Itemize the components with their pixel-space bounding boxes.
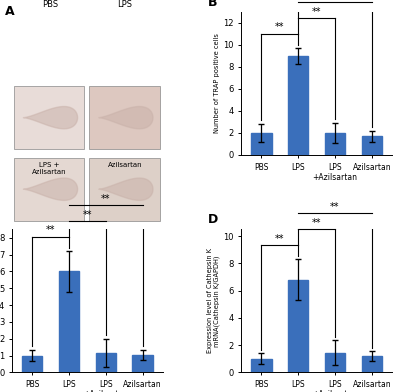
Text: **: **: [83, 210, 92, 220]
Y-axis label: Expression level of Cathepsin K
mRNA(Cathepsin K/GAPDH): Expression level of Cathepsin K mRNA(Cat…: [207, 249, 220, 353]
Text: PBS: PBS: [42, 0, 58, 9]
Text: **: **: [330, 0, 340, 1]
Bar: [325, 353, 345, 372]
Text: **: **: [312, 7, 321, 16]
Text: D: D: [208, 213, 218, 227]
Bar: [251, 359, 272, 372]
Polygon shape: [23, 178, 78, 200]
Bar: [96, 353, 116, 372]
Text: **: **: [46, 225, 55, 236]
FancyBboxPatch shape: [14, 158, 84, 221]
Text: **: **: [101, 194, 110, 204]
FancyBboxPatch shape: [14, 86, 84, 149]
Text: B: B: [208, 0, 218, 9]
Bar: [59, 271, 79, 372]
Text: LPS +
Azilsartan: LPS + Azilsartan: [32, 162, 67, 175]
Text: **: **: [275, 22, 284, 33]
FancyBboxPatch shape: [89, 86, 160, 149]
Bar: [325, 133, 345, 155]
Text: A: A: [4, 5, 14, 18]
Polygon shape: [99, 107, 153, 129]
Bar: [22, 356, 42, 372]
Bar: [288, 280, 308, 372]
Text: Azilsartan: Azilsartan: [108, 162, 142, 168]
Bar: [362, 136, 382, 155]
FancyBboxPatch shape: [89, 158, 160, 221]
Bar: [132, 355, 153, 372]
Polygon shape: [99, 178, 153, 200]
Bar: [288, 56, 308, 155]
Text: **: **: [312, 218, 321, 228]
Text: **: **: [275, 234, 284, 243]
Y-axis label: Number of TRAP positive cells: Number of TRAP positive cells: [214, 33, 220, 133]
Text: LPS: LPS: [118, 0, 132, 9]
Bar: [362, 356, 382, 372]
Polygon shape: [23, 107, 78, 129]
Bar: [251, 133, 272, 155]
Text: **: **: [330, 202, 340, 212]
